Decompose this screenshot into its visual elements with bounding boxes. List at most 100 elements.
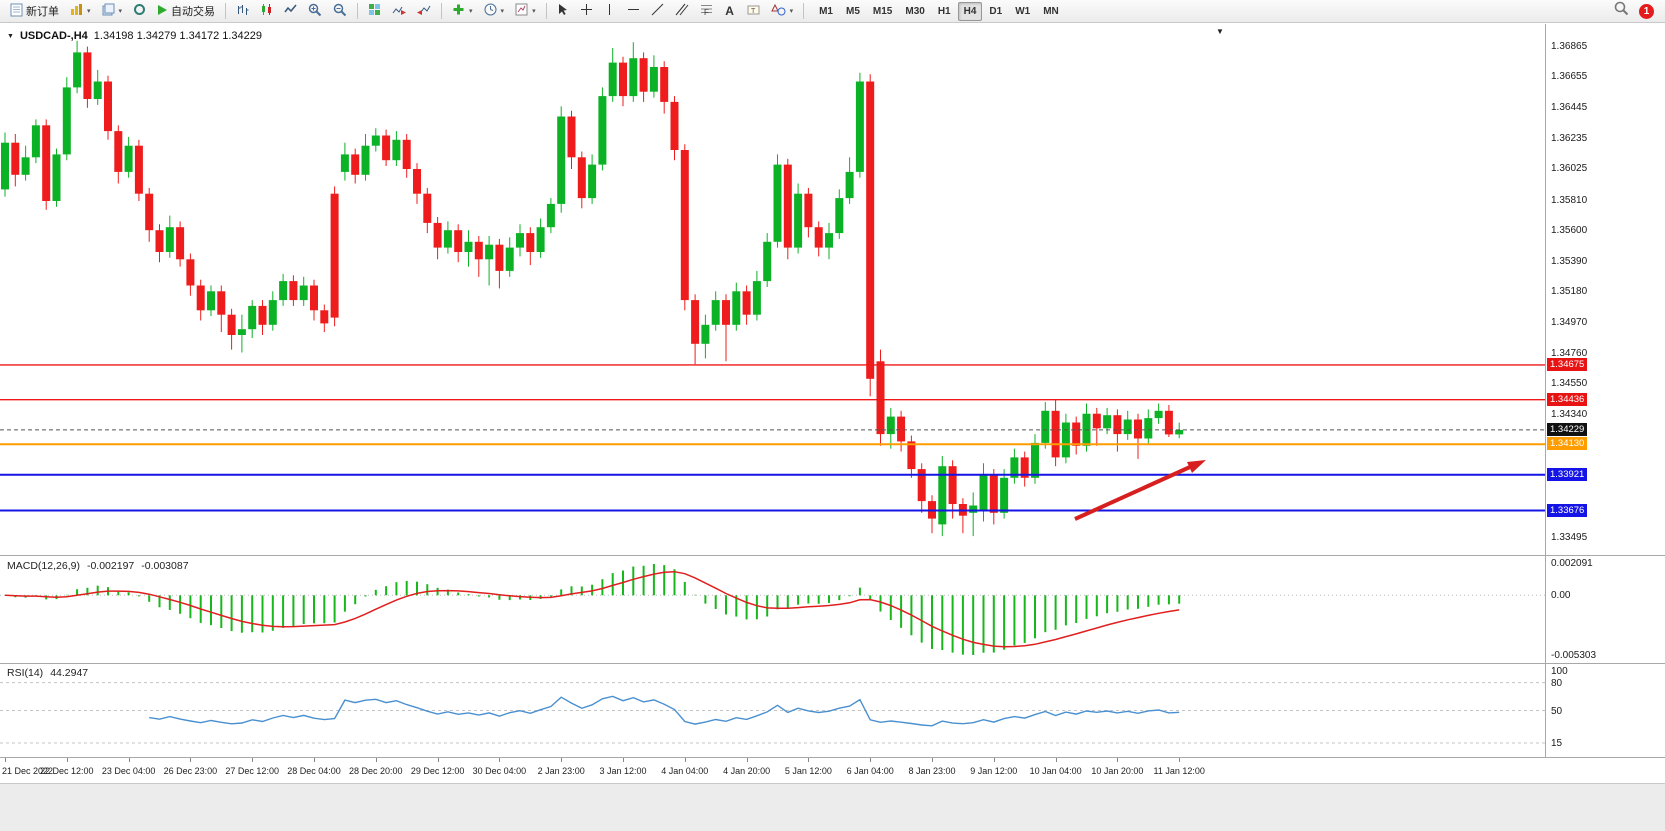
time-axis-label: 27 Dec 12:00 [225,766,279,776]
label-tool-button[interactable]: T [742,1,765,21]
trendline-icon [651,3,664,19]
shapes-icon [770,3,786,19]
fibonacci-tool-button[interactable]: F [695,1,718,21]
new-chart-icon [70,3,83,19]
tile-windows-button[interactable] [363,1,386,21]
trendline-tool-button[interactable] [646,1,669,21]
time-tick [437,758,439,762]
cursor-icon [557,3,568,19]
crosshair-tool-button[interactable] [575,1,598,21]
timeframe-M15[interactable]: M15 [872,5,893,17]
time-axis-label: 22 Dec 12:00 [40,766,94,776]
time-axis-label: 29 Dec 12:00 [410,766,465,776]
svg-text:F: F [704,8,709,16]
autotrading-button[interactable]: 自动交易 [152,1,220,21]
add-indicator-button[interactable]: ▾ [447,1,478,21]
channel-tool-button[interactable] [670,1,694,21]
time-axis-label: 28 Dec 04:00 [287,766,341,776]
zoom-in-button[interactable] [303,1,327,21]
time-tick [128,758,130,762]
panel-separator[interactable] [0,757,1665,758]
chevron-down-icon: ▾ [469,8,473,15]
time-tick [684,758,686,762]
bar-chart-button[interactable] [231,1,254,21]
rsi-axis-label: 80 [1551,677,1563,689]
toolbar-separator [441,3,443,19]
timeframe-MN[interactable]: MN [1043,5,1059,17]
macd-panel-canvas[interactable] [0,556,1546,663]
templates-button[interactable]: ▾ [510,1,541,21]
time-axis-label: 5 Jan 12:00 [784,766,832,776]
price-tag: 1.34436 [1547,392,1588,406]
chevron-down-icon: ▾ [532,8,536,15]
timeframe-H4[interactable]: H4 [957,1,983,21]
timeframe-D1[interactable]: D1 [989,5,1003,17]
candlestick-chart-button[interactable] [255,1,278,21]
shapes-tool-button[interactable]: ▾ [766,1,799,21]
text-tool-button[interactable]: A [719,1,741,21]
price-axis[interactable]: 1.36865 1.36655 1.36445 1.36235 1.36025 1.358… [1546,24,1665,557]
price-axis-label: 1.33495 [1551,531,1588,543]
price-tag: 1.33676 [1547,503,1588,517]
rsi-axis-label: 100 [1551,666,1568,677]
time-axis[interactable]: 21 Dec 2022 22 Dec 12:00 23 Dec 04:00 26 De… [0,758,1665,783]
time-axis-label: 10 Jan 20:00 [1091,766,1144,776]
cursor-tool-button[interactable] [552,1,574,21]
chevron-down-icon: ▾ [87,8,91,15]
vertical-line-icon [605,3,614,19]
price-axis-label: 1.35390 [1551,255,1588,267]
templates-icon [515,3,528,19]
timeframe-M30[interactable]: M30 [905,5,925,17]
trend-arrow-head[interactable] [1187,460,1206,473]
rsi-name-label: RSI(14) [7,667,44,679]
notification-badge[interactable]: 1 [1639,3,1654,19]
panel-separator[interactable] [0,663,1665,664]
new-chart-button[interactable]: ▾ [65,1,96,21]
macd-axis-label: -0.005303 [1551,650,1597,661]
rsi-axis[interactable]: 100 80 50 15 [1546,664,1665,757]
price-axis-label: 1.35600 [1551,225,1588,237]
time-tick [1055,758,1057,762]
periods-icon [484,3,497,19]
vertical-line-tool-button[interactable] [599,1,621,21]
time-tick [808,758,810,762]
search-icon[interactable] [1614,1,1629,21]
price-tag: 1.33921 [1547,467,1588,481]
time-axis-label: 4 Jan 04:00 [661,766,709,776]
horizontal-line-icon [627,5,640,17]
add-indicator-icon [452,3,465,19]
macd-name-label: MACD(12,26,9) [7,560,80,572]
time-tick [1117,758,1119,762]
macd-signal-value: -0.003087 [141,560,189,572]
timeframe-W1[interactable]: W1 [1015,5,1031,17]
time-tick [746,758,748,762]
price-chart-canvas[interactable] [0,24,1546,555]
auto-scroll-button[interactable] [387,1,411,21]
rsi-label-row: RSI(14) 44.2947 [7,667,88,679]
market-watch-button[interactable] [128,1,151,21]
timeframe-M5[interactable]: M5 [846,5,860,17]
macd-main-value: -0.002197 [86,560,135,572]
periods-button[interactable]: ▾ [479,1,510,21]
line-chart-button[interactable] [279,1,302,21]
zoom-out-button[interactable] [328,1,352,21]
rsi-panel-canvas[interactable] [0,664,1546,757]
time-axis-label: 3 Jan 12:00 [599,766,647,776]
horizontal-line-tool-button[interactable] [622,1,645,21]
axis-separator [1545,24,1546,783]
chart-shift-button[interactable] [412,1,436,21]
timeframe-H1[interactable]: H1 [937,5,951,17]
panel-separator[interactable] [0,555,1665,556]
profiles-button[interactable]: ▾ [97,1,128,21]
timeframe-M1[interactable]: M1 [819,5,833,17]
toolbar-separator [545,3,547,19]
rsi-value: 44.2947 [50,667,89,679]
macd-axis[interactable]: 0.002091 0.00 -0.005303 [1546,556,1665,663]
time-axis-label: 30 Dec 04:00 [472,766,527,776]
macd-axis-label: 0.002091 [1551,558,1593,569]
toolbar-overflow-icon[interactable]: ▼ [1216,27,1224,36]
new-order-button[interactable]: 新订单 [5,1,64,21]
symbol-period-label: USDCAD-,H4 [19,30,88,42]
trend-arrow[interactable] [1074,465,1191,521]
